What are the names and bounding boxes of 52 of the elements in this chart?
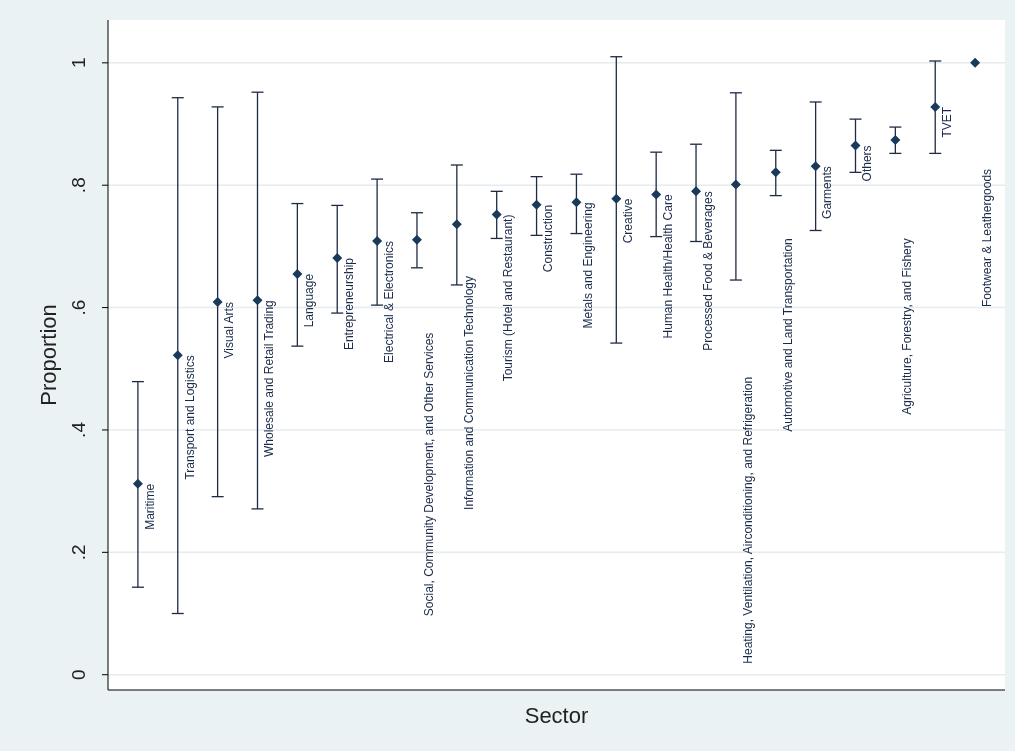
- annotation: Processed Food & Beverages: [700, 191, 715, 351]
- point: [651, 189, 662, 200]
- y-tick-label: 0: [68, 669, 90, 680]
- point: [132, 478, 143, 489]
- x-axis-title: Sector: [524, 703, 589, 728]
- y-tick-label: .8: [68, 177, 90, 194]
- point: [491, 209, 502, 220]
- point: [531, 199, 542, 210]
- point: [730, 179, 741, 190]
- y-tick-label: .2: [68, 544, 90, 561]
- annotation: Others: [860, 145, 875, 182]
- annotation: Transport and Logistics: [182, 355, 197, 480]
- annotation: Entrepreneurship: [342, 257, 357, 351]
- annotation: TVET: [940, 106, 955, 138]
- point: [411, 234, 422, 245]
- point: [372, 235, 383, 246]
- y-tick-label: .4: [68, 421, 90, 438]
- annotation: Human Health/Health Care: [660, 194, 675, 339]
- point: [212, 297, 223, 308]
- annotation: Agriculture, Forestry, and Fishery: [900, 238, 915, 415]
- y-tick-label: .6: [68, 299, 90, 316]
- point: [172, 350, 183, 361]
- point: [850, 140, 861, 151]
- annotation: Language: [302, 273, 317, 328]
- point: [332, 253, 343, 264]
- point: [691, 186, 702, 197]
- point: [930, 101, 941, 112]
- point: [292, 268, 303, 279]
- point: [252, 295, 263, 306]
- annotation: Social, Community Development, and Other Services: [421, 332, 436, 617]
- point: [810, 161, 821, 172]
- annotation: Visual Arts: [222, 302, 237, 359]
- annotation: Footwear & Leathergoods: [979, 168, 994, 307]
- annotation: Garments: [820, 166, 835, 219]
- annotation: Tourism (Hotel and Restaurant): [501, 214, 516, 382]
- annotation: Information and Communication Technology: [461, 276, 476, 510]
- point: [451, 219, 462, 230]
- annotation: Metals and Engineering: [581, 202, 596, 329]
- annotation: Heating, Ventilation, Airconditioning, and Refrigeration: [740, 376, 755, 664]
- point: [890, 134, 901, 145]
- point: [770, 167, 781, 178]
- point: [611, 193, 622, 204]
- annotation: Automotive and Land Transportation: [780, 238, 795, 432]
- y-axis-title: Proportion: [36, 304, 61, 406]
- y-tick-label: 1: [68, 57, 90, 69]
- annotation: Wholesale and Retail Trading: [262, 300, 277, 457]
- point: [970, 57, 981, 68]
- annotation: Electrical & Electronics: [381, 240, 396, 363]
- point: [571, 197, 582, 208]
- annotation: Construction: [541, 204, 556, 273]
- annotation: Creative: [621, 198, 636, 244]
- annotation: Maritime: [142, 483, 157, 530]
